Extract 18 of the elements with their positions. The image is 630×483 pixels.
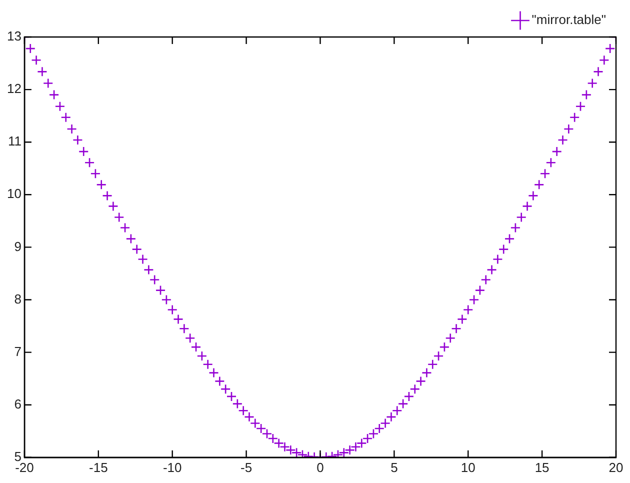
x-tick-label: -15 [89,460,108,475]
y-tick-label: 7 [14,344,22,359]
y-tick-label: 8 [14,291,22,306]
x-tick-label: 10 [460,460,476,475]
y-tick-label: 6 [14,396,22,412]
x-tick-label: 20 [608,460,624,475]
x-tick-label: 15 [534,460,550,475]
x-tick-label: 5 [390,460,398,475]
y-tick-label: 9 [14,238,22,254]
x-tick-label: -10 [162,460,182,475]
legend-label: "mirror.table" [532,12,606,28]
x-tick-label: 0 [316,460,324,475]
y-tick-label: 10 [6,186,22,202]
y-tick-label: 11 [8,134,22,149]
y-tick-label: 5 [14,448,22,464]
y-tick-label: 13 [6,28,22,44]
x-tick-label: -5 [240,460,252,475]
y-tick-label: 12 [6,81,22,96]
